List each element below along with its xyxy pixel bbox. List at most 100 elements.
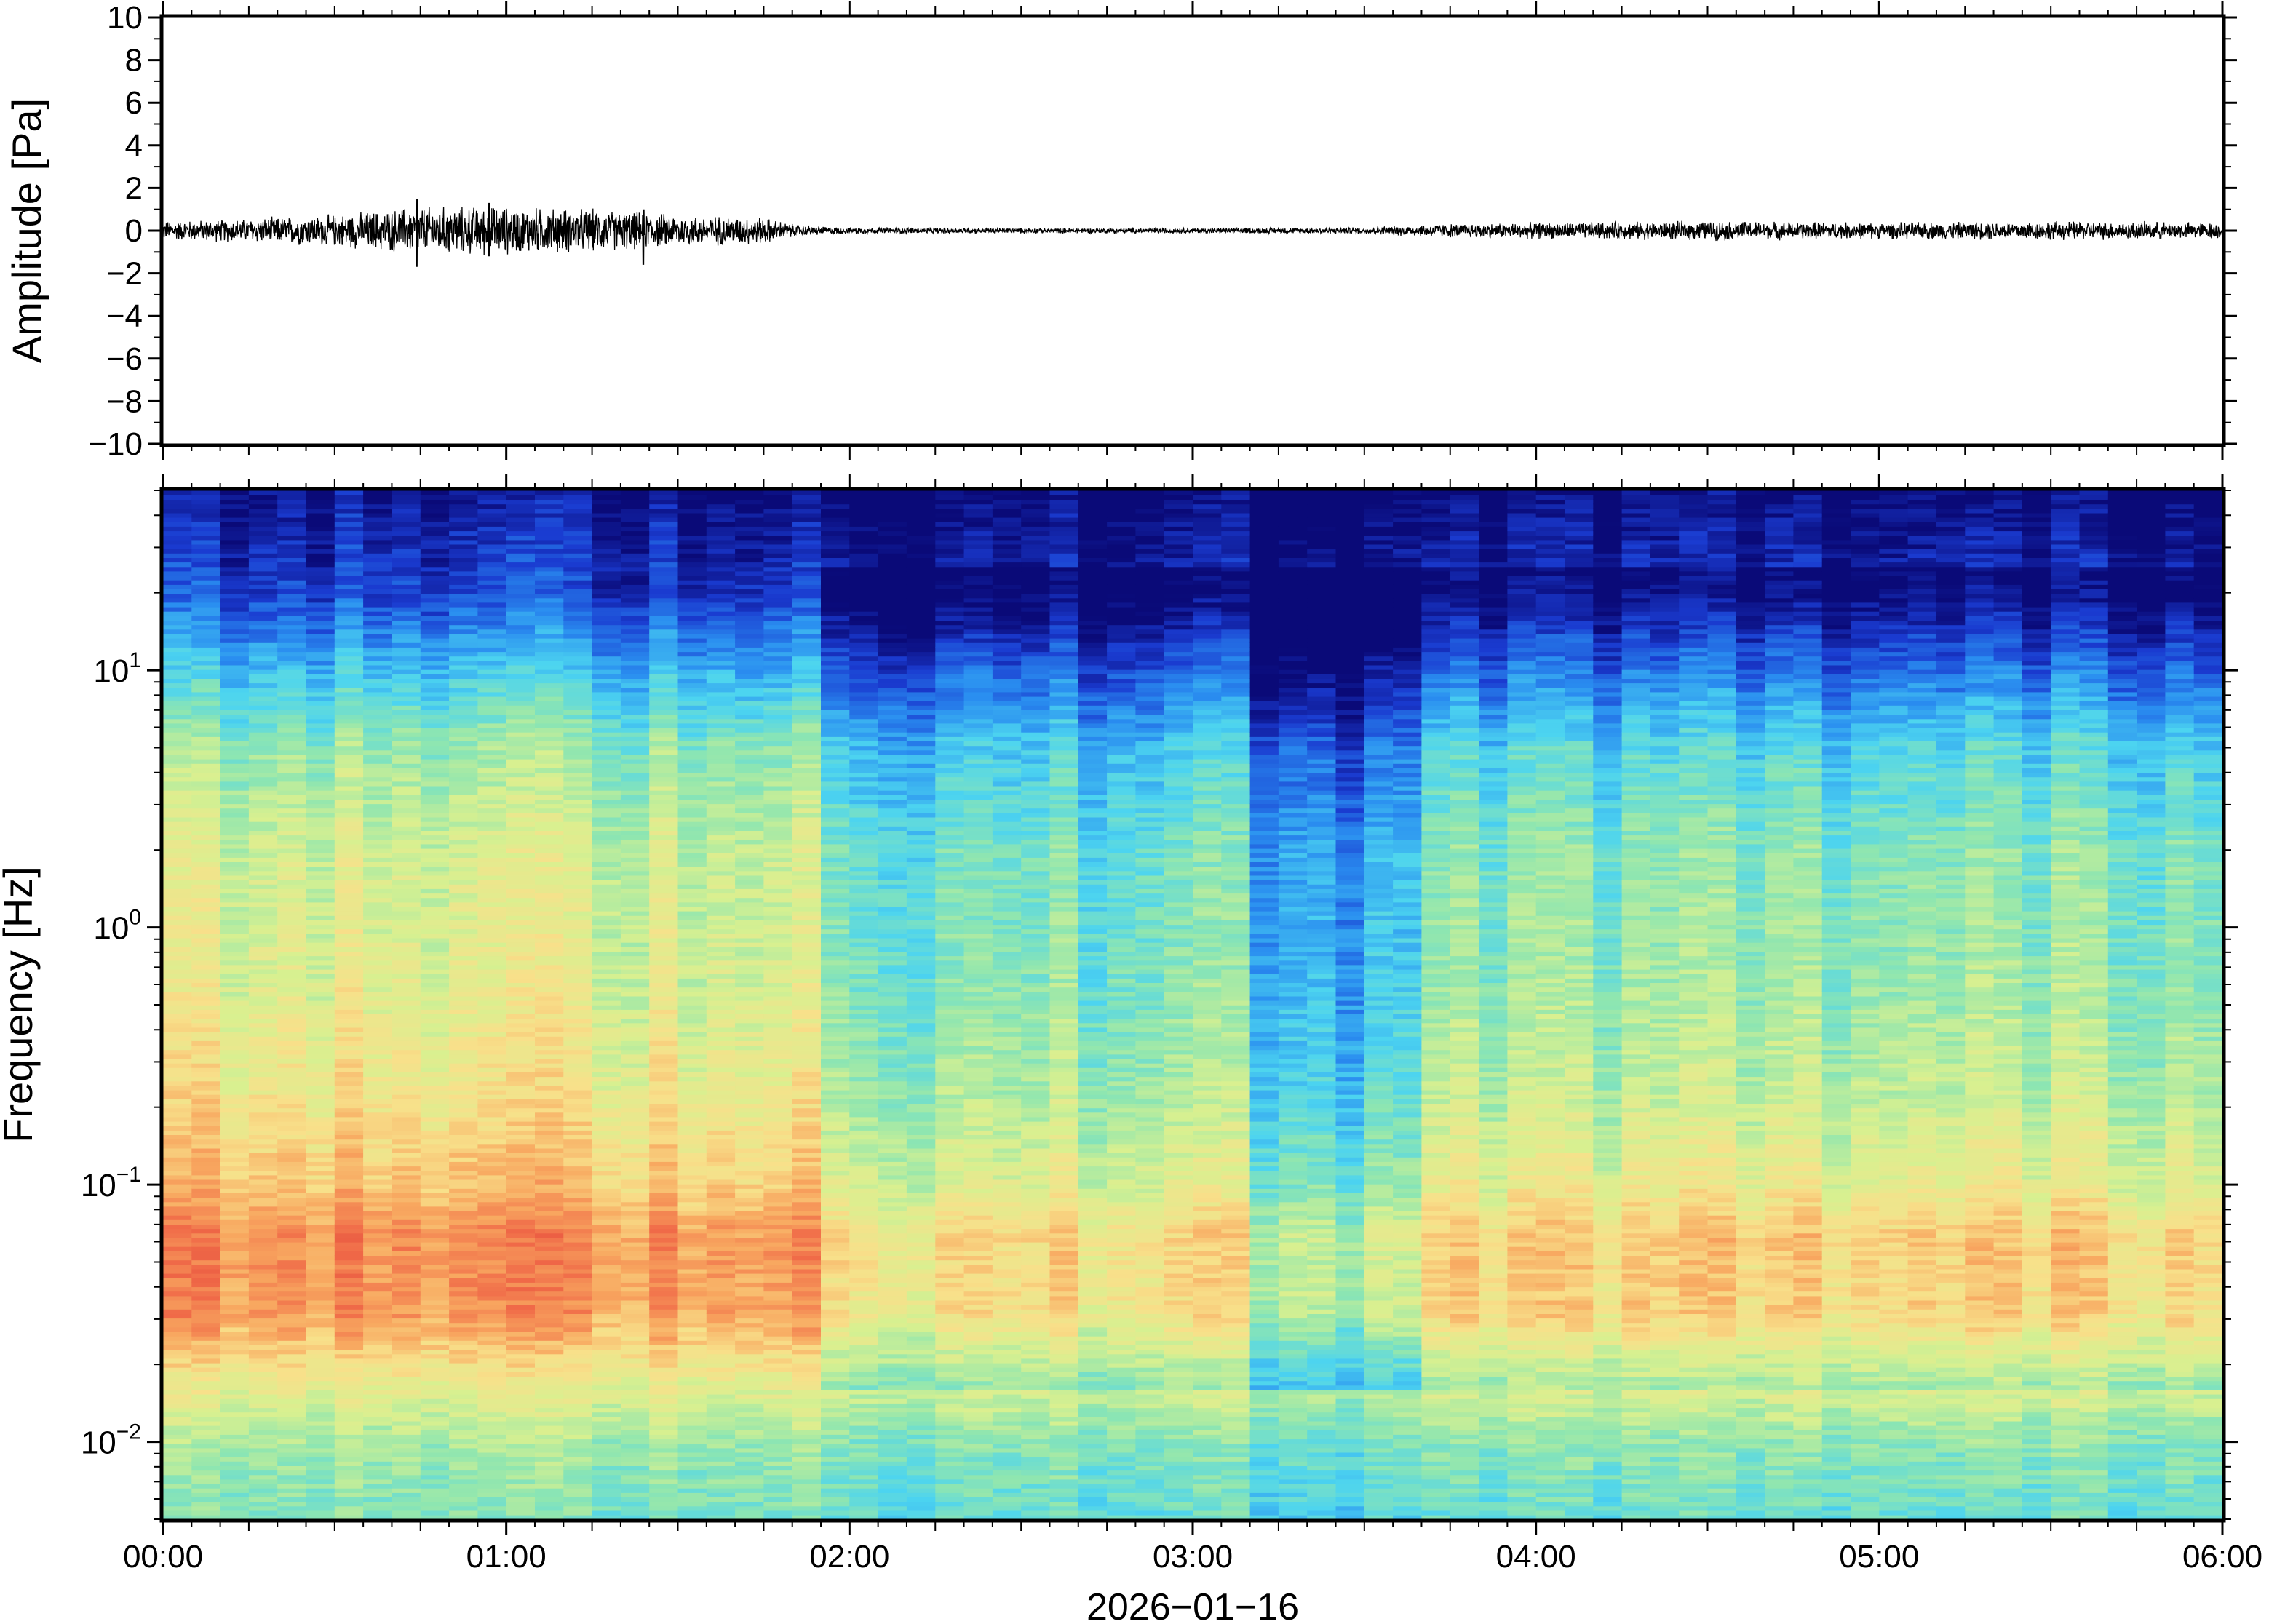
spectrogram-cell — [735, 910, 765, 916]
spectrogram-cell — [277, 906, 307, 912]
spectrogram-cell — [392, 1014, 421, 1019]
spectrogram-cell — [248, 1514, 278, 1519]
spectrogram-cell — [649, 915, 679, 920]
spectrogram-cell — [420, 1179, 450, 1185]
spectrogram-cell — [306, 1497, 335, 1502]
spectrogram-cell — [706, 960, 736, 966]
spectrogram-cell — [420, 687, 450, 693]
spectrogram-cell — [506, 1492, 536, 1497]
spectrogram-cell — [592, 866, 621, 872]
spectrogram-cell — [477, 1036, 507, 1041]
spectrogram-cell — [706, 732, 736, 737]
spectrogram-cell — [191, 530, 221, 536]
spectrogram-cell — [220, 580, 250, 585]
spectrogram-cell — [220, 1206, 250, 1211]
spectrogram-cell — [677, 866, 707, 872]
spectrogram-cell — [191, 544, 221, 549]
spectrogram-cell — [306, 1112, 335, 1118]
spectrogram-cell — [706, 1206, 736, 1211]
spectrogram-cell — [306, 1393, 335, 1399]
spectrogram-cell — [677, 1398, 707, 1404]
spectrogram-cell — [506, 1174, 536, 1180]
spectrogram-cell — [248, 1099, 278, 1104]
spectrogram-cell — [563, 656, 593, 661]
spectrogram-cell — [620, 1268, 650, 1274]
spectrogram-cell — [563, 785, 593, 791]
spectrogram-cell — [677, 629, 707, 634]
spectrogram-cell — [449, 1425, 479, 1430]
spectrogram-cell — [392, 749, 421, 755]
spectrogram-cell — [592, 503, 621, 509]
spectrogram-cell — [220, 960, 250, 966]
spectrogram-cell — [649, 1505, 679, 1511]
spectrogram-cell — [620, 1282, 650, 1288]
spectrogram-cell — [220, 597, 250, 603]
spectrogram-cell — [277, 584, 307, 589]
spectrogram-cell — [191, 1416, 221, 1422]
spectrogram-cell — [535, 937, 565, 943]
spectrogram-cell — [506, 974, 536, 979]
spectrogram-cell — [506, 700, 536, 706]
spectrogram-cell — [334, 1233, 364, 1238]
spectrogram-cell — [706, 776, 736, 782]
spectrogram-cell — [363, 1139, 393, 1145]
spectrogram-cell — [620, 1121, 650, 1126]
spectrogram-cell — [649, 1067, 679, 1072]
spectrogram-cell — [248, 875, 278, 880]
spectrogram-cell — [477, 624, 507, 630]
spectrogram-cell — [449, 1438, 479, 1444]
spectrogram-cell — [563, 763, 593, 768]
spectrogram-cell — [477, 924, 507, 930]
spectrogram-cell — [649, 1094, 679, 1099]
spectrogram-cell — [163, 933, 193, 939]
spectrogram-cell — [392, 1224, 421, 1230]
spectrogram-cell — [477, 1412, 507, 1417]
spectrogram-cell — [706, 843, 736, 849]
spectrogram-cell — [363, 1447, 393, 1453]
spectrogram-cell — [592, 1170, 621, 1176]
spectrogram-cell — [306, 910, 335, 916]
spectrogram-cell — [191, 727, 221, 733]
spectrogram-cell — [506, 1009, 536, 1014]
spectrogram-cell — [535, 1170, 565, 1176]
spectrogram-cell — [620, 1237, 650, 1243]
spectrogram-cell — [592, 1389, 621, 1395]
spectrogram-cell — [649, 499, 679, 505]
spectrogram-cell — [449, 526, 479, 532]
spectrogram-cell — [277, 995, 307, 1001]
spectrogram-cell — [363, 696, 393, 701]
spectrogram-cell — [363, 1318, 393, 1324]
spectrogram-cell — [191, 602, 221, 608]
spectrogram-cell — [449, 629, 479, 634]
spectrogram-cell — [677, 570, 707, 576]
spectrogram-cell — [392, 651, 421, 657]
spectrogram-cell — [191, 647, 221, 653]
spectrogram-cell — [392, 1380, 421, 1386]
spectrogram-cell — [220, 1107, 250, 1113]
spectrogram-cell — [563, 1389, 593, 1395]
spectrogram-cell — [535, 910, 565, 916]
spectrogram-cell — [677, 606, 707, 612]
spectrogram-cell — [334, 1040, 364, 1046]
spectrogram-cell — [306, 1510, 335, 1516]
spectrogram-cell — [449, 1072, 479, 1078]
spectrogram-cell — [706, 1456, 736, 1462]
spectrogram-cell — [620, 830, 650, 836]
spectrogram-cell — [535, 978, 565, 983]
spectrogram-cell — [420, 1438, 450, 1444]
spectrogram-cell — [363, 1157, 393, 1162]
spectrogram-cell — [735, 1005, 765, 1010]
spectrogram-cell — [677, 808, 707, 813]
spectrogram-cell — [735, 1393, 765, 1399]
spectrogram-cell — [248, 960, 278, 966]
spectrogram-cell — [420, 1358, 450, 1364]
spectrogram-cell — [220, 741, 250, 747]
spectrogram-cell — [706, 1345, 736, 1350]
spectrogram-cell — [535, 772, 565, 778]
spectrogram-cell — [334, 947, 364, 952]
spectrogram-cell — [449, 1380, 479, 1386]
spectrogram-cell — [706, 593, 736, 599]
spectrogram-cell — [363, 651, 393, 657]
spectrogram-cell — [334, 964, 364, 970]
spectrogram-cell — [220, 768, 250, 773]
